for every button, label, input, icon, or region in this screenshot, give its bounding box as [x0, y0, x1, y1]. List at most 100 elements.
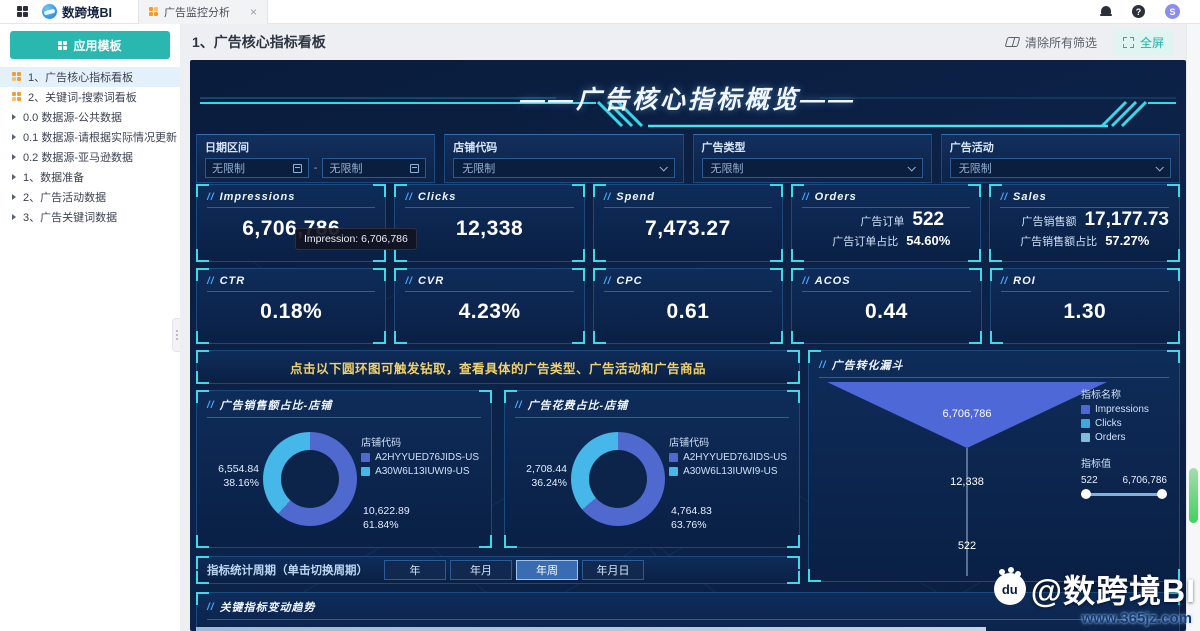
- ad-type-select[interactable]: 无限制: [701, 158, 923, 178]
- funnel-shape[interactable]: [819, 380, 1115, 578]
- help-icon[interactable]: ?: [1132, 5, 1145, 18]
- ad-campaign-select[interactable]: 无限制: [949, 158, 1171, 178]
- kpi-card-roi[interactable]: //ROI 1.30: [989, 268, 1181, 344]
- kpi-pairs: 广告订单 522 广告订单占比 54.60%: [832, 209, 951, 248]
- watermark-handle: @数跨境BI: [1030, 573, 1196, 609]
- app-logo[interactable]: 数跨境BI: [42, 2, 112, 21]
- date-end-value: 无限制: [329, 163, 363, 175]
- value-range-labels: 522 6,706,786: [1081, 475, 1167, 486]
- sidebar-item-label: 0.1 数据源-请根据实际情况更新: [23, 132, 178, 144]
- legend-item[interactable]: A2HYYUED76JIDS-US: [669, 452, 787, 463]
- funnel-value-orders: 522: [957, 540, 977, 552]
- legend-item[interactable]: Impressions: [1081, 404, 1167, 415]
- sidebar-item-datasource-update[interactable]: 0.1 数据源-请根据实际情况更新: [0, 127, 180, 147]
- sidebar-item-ad-campaign-data[interactable]: 2、广告活动数据: [0, 187, 180, 207]
- kpi-value: 7,473.27: [645, 217, 731, 240]
- apps-grid-icon[interactable]: [17, 6, 28, 17]
- kpi-card-orders[interactable]: //Orders 广告订单 522 广告订单占比 54.60%: [791, 184, 982, 262]
- filter-label: 日期区间: [205, 142, 249, 154]
- legend-item[interactable]: Clicks: [1081, 418, 1167, 429]
- logo-icon: [42, 4, 57, 19]
- sidebar-collapse-handle[interactable]: [172, 318, 180, 352]
- legend-swatch: [361, 453, 371, 462]
- period-button-year-month-day[interactable]: 年月日: [582, 560, 644, 580]
- sidebar-item-keyword-dashboard[interactable]: 2、关键词-搜索词看板: [0, 87, 180, 107]
- donut-ring[interactable]: [263, 432, 357, 526]
- kpi-card-clicks[interactable]: //Clicks 12,338: [394, 184, 586, 262]
- kpi-card-cpc[interactable]: //CPC 0.61: [592, 268, 784, 344]
- date-end-input[interactable]: 无限制: [322, 158, 427, 178]
- shop-code-select[interactable]: 无限制: [453, 158, 675, 178]
- caret-right-icon: [12, 154, 16, 160]
- middle-left-column: 点击以下圆环图可触发钻取，查看具体的广告类型、广告活动和广告商品 //广告销售额…: [196, 350, 800, 584]
- value-range-slider[interactable]: [1081, 489, 1167, 499]
- kpi-value: 1.30: [1063, 300, 1107, 323]
- caret-right-icon: [12, 194, 16, 200]
- kpi-card-impressions[interactable]: //Impressions 6,706,786 Impression: 6,70…: [196, 184, 417, 262]
- slider-track: [1085, 493, 1163, 496]
- kpi-card-sales[interactable]: //Sales 广告销售额 17,177.73 广告销售额占比 57.27%: [989, 184, 1180, 262]
- title-slash-icon: //: [802, 191, 810, 203]
- kpi-value: 0.61: [666, 300, 710, 323]
- chart-ad-conversion-funnel: //广告转化漏斗 6,706,786 12,338 522: [808, 350, 1180, 582]
- caret-right-icon: [12, 214, 16, 220]
- kpi-card-acos[interactable]: //ACOS 0.44: [791, 268, 983, 344]
- legend-swatch: [669, 453, 679, 462]
- baidu-paw-icon: du: [993, 569, 1026, 605]
- fullscreen-button[interactable]: 全屏: [1112, 29, 1174, 55]
- scrollbar-thumb[interactable]: [1189, 468, 1198, 523]
- calendar-icon: [292, 163, 302, 173]
- fullscreen-icon: [1122, 36, 1134, 48]
- slider-handle-max[interactable]: [1157, 489, 1167, 499]
- sidebar-item-ad-core-dashboard[interactable]: 1、广告核心指标看板: [0, 67, 180, 87]
- sidebar-item-data-prep[interactable]: 1、数据准备: [0, 167, 180, 187]
- date-start-input[interactable]: 无限制: [205, 158, 309, 178]
- funnel-value-clicks: 12,338: [950, 476, 984, 488]
- main-layout: 应用模板 1、广告核心指标看板 2、关键词-搜索词看板 0.0 数据源-公共数据…: [0, 24, 1200, 631]
- kpi-card-cvr[interactable]: //CVR 4.23%: [394, 268, 586, 344]
- sidebar-item-label: 2、广告活动数据: [23, 192, 107, 204]
- app-template-button[interactable]: 应用模板: [10, 31, 170, 59]
- tab-ad-monitoring[interactable]: 广告监控分析 ×: [138, 0, 269, 24]
- sidebar: 应用模板 1、广告核心指标看板 2、关键词-搜索词看板 0.0 数据源-公共数据…: [0, 24, 180, 631]
- chart-legend: 店铺代码 A2HYYUED76JIDS-US A30W6L13IUWI9-US: [361, 438, 479, 477]
- close-icon[interactable]: ×: [250, 4, 258, 19]
- chevron-down-icon: [907, 163, 916, 172]
- period-button-year-week[interactable]: 年周: [516, 560, 578, 580]
- content-header: 1、广告核心指标看板 清除所有筛选 全屏: [180, 24, 1200, 60]
- sidebar-item-datasource-public[interactable]: 0.0 数据源-公共数据: [0, 107, 180, 127]
- template-grid-icon: [58, 40, 68, 50]
- scrollbar-track[interactable]: [1186, 24, 1200, 631]
- slider-handle-min[interactable]: [1081, 489, 1091, 499]
- donut-ring[interactable]: [571, 432, 665, 526]
- sidebar-item-datasource-amazon[interactable]: 0.2 数据源-亚马逊数据: [0, 147, 180, 167]
- legend-item[interactable]: A2HYYUED76JIDS-US: [361, 452, 479, 463]
- dashboard-icon: [12, 92, 22, 102]
- kpi-value: 0.18%: [260, 300, 323, 323]
- clear-filters-button[interactable]: 清除所有筛选: [1004, 34, 1097, 51]
- eraser-icon: [1004, 37, 1021, 47]
- title-slash-icon: //: [1000, 191, 1009, 203]
- legend-item[interactable]: Orders: [1081, 432, 1167, 443]
- kpi-card-spend[interactable]: //Spend 7,473.27: [592, 184, 784, 262]
- legend-item[interactable]: A30W6L13IUWI9-US: [361, 466, 479, 477]
- slice-label: 4,764.83 63.76%: [671, 505, 712, 532]
- title-slash-icon: //: [1000, 275, 1009, 287]
- slice-label: 2,708.44 36.24%: [526, 463, 567, 490]
- dashboard-icon: [149, 7, 159, 16]
- legend-item[interactable]: A30W6L13IUWI9-US: [669, 466, 787, 477]
- sidebar-item-ad-keyword-data[interactable]: 3、广告关键词数据: [0, 207, 180, 227]
- avatar[interactable]: S: [1165, 4, 1180, 19]
- kpi-card-ctr[interactable]: //CTR 0.18%: [196, 268, 387, 344]
- period-button-year[interactable]: 年: [384, 560, 446, 580]
- period-button-year-month[interactable]: 年月: [450, 560, 512, 580]
- dashboard-icon: [12, 72, 22, 82]
- legend-swatch: [1081, 405, 1090, 414]
- slice-label: 10,622.89 61.84%: [363, 505, 410, 532]
- bell-icon[interactable]: [1100, 6, 1112, 17]
- filter-label: 店铺代码: [453, 142, 498, 154]
- page-title: 1、广告核心指标看板: [192, 34, 326, 50]
- funnel-value-impressions: 6,706,786: [942, 408, 992, 420]
- period-selector-bar: 指标统计周期（单击切换周期） 年 年月 年周 年月日: [196, 556, 800, 584]
- sidebar-item-label: 1、广告核心指标看板: [28, 72, 134, 84]
